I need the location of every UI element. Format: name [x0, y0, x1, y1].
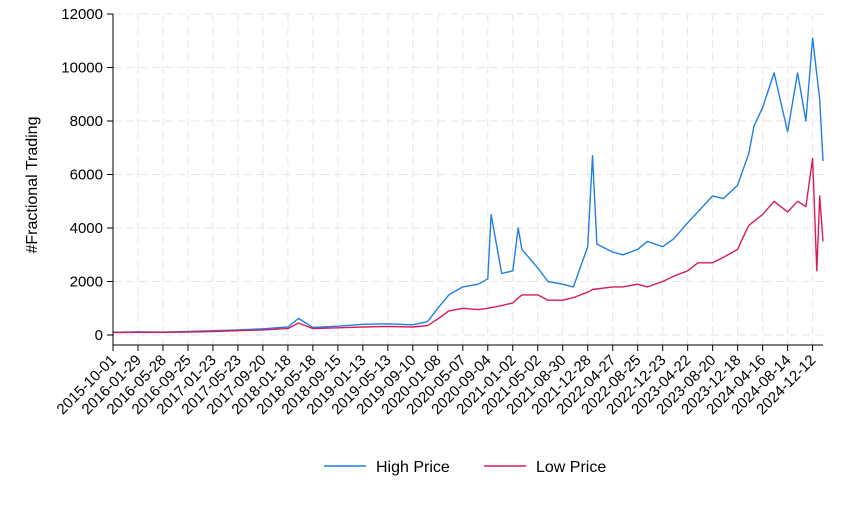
y-tick-label: 6000	[70, 167, 103, 184]
legend-label-low-price: Low Price	[536, 459, 606, 476]
series-line-low-price	[112, 157, 824, 334]
grid-lines	[112, 13, 823, 345]
y-tick-label: 8000	[70, 113, 103, 130]
y-tick-label: 0	[95, 327, 103, 344]
axes	[112, 14, 823, 346]
y-ticks: 0 2000 4000 6000 8000 10000 12000	[61, 6, 113, 344]
series-line-high-price	[112, 37, 824, 333]
legend: High Price Low Price	[324, 459, 606, 476]
y-tick-label: 4000	[70, 220, 103, 237]
y-axis-title: #Fractional Trading	[24, 117, 41, 254]
x-ticks: 2015-10-012016-01-292016-05-282016-09-25…	[54, 345, 819, 418]
series-lines	[112, 37, 824, 334]
y-tick-label: 10000	[61, 60, 103, 77]
y-tick-label: 2000	[70, 274, 103, 291]
y-tick-label: 12000	[61, 6, 103, 23]
legend-label-high-price: High Price	[376, 459, 450, 476]
